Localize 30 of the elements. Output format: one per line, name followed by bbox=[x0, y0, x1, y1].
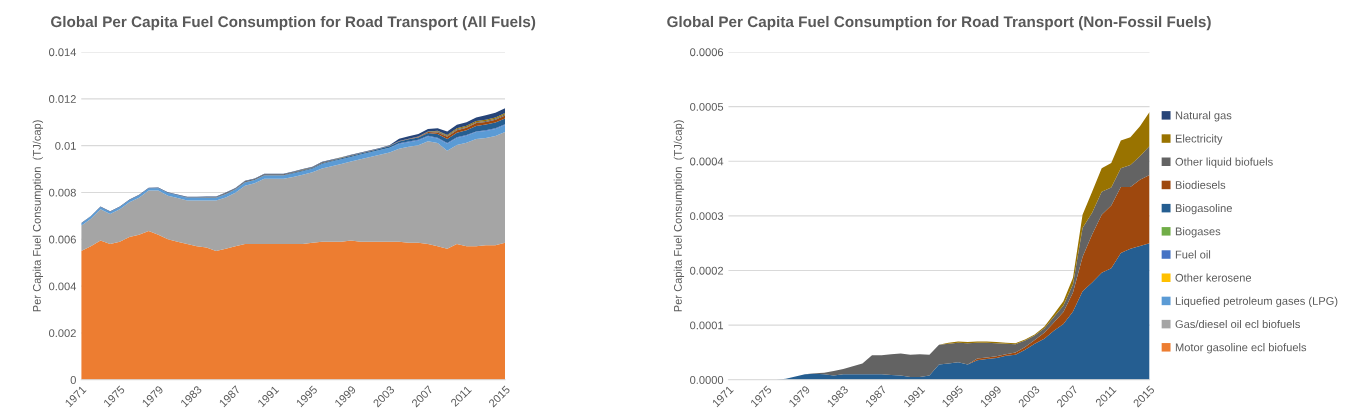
chart-title: Global Per Capita Fuel Consumption for Road Transport (Non-Fossil Fuels) bbox=[667, 15, 1211, 31]
legend-label: Motor gasoline ecl biofuels bbox=[1175, 343, 1307, 354]
y-axis-title: Per Capita Fuel Consumption (TJ/cap) bbox=[32, 120, 44, 312]
y-tick-label: 0.012 bbox=[49, 95, 76, 103]
legend-label: Other kerosene bbox=[1175, 273, 1252, 282]
legend-label: Gas/diesel oil ecl biofuels bbox=[1175, 319, 1300, 329]
legend-label: Liquefied petroleum gases (LPG) bbox=[1175, 296, 1338, 308]
legend-label: Fuel oil bbox=[1175, 250, 1211, 259]
y-tick-label: 0.0005 bbox=[690, 102, 724, 111]
y-tick-label: 0.002 bbox=[49, 329, 76, 338]
y-axis-title: Per Capita Fuel Consumption (TJ/cap) bbox=[673, 120, 685, 312]
y-tick-label: 0.006 bbox=[49, 235, 76, 244]
legend-label: Natural gas bbox=[1175, 111, 1232, 122]
y-tick-label: 0.01 bbox=[55, 141, 76, 150]
legend-label: Electricity bbox=[1175, 134, 1223, 145]
y-tick-label: 0.0006 bbox=[690, 48, 724, 57]
y-tick-label: 0.014 bbox=[49, 48, 77, 57]
y-tick-label: 0.0003 bbox=[690, 212, 724, 221]
y-tick-label: 0.008 bbox=[49, 188, 76, 197]
y-tick-label: 0 bbox=[70, 376, 76, 384]
y-tick-label: 0.004 bbox=[49, 282, 77, 291]
chart-title: Global Per Capita Fuel Consumption for Road Transport (All Fuels) bbox=[51, 15, 536, 31]
legend-label: Other liquid biofuels bbox=[1175, 157, 1273, 168]
y-tick-label: 0.0004 bbox=[690, 157, 724, 166]
legend-label: Biodiesels bbox=[1175, 180, 1226, 189]
y-tick-label: 0.0002 bbox=[690, 266, 724, 275]
legend-label: Biogases bbox=[1175, 227, 1221, 238]
y-tick-label: 0.0001 bbox=[690, 321, 724, 330]
legend-label: Biogasoline bbox=[1175, 203, 1232, 215]
y-tick-label: 0.0000 bbox=[690, 376, 724, 384]
